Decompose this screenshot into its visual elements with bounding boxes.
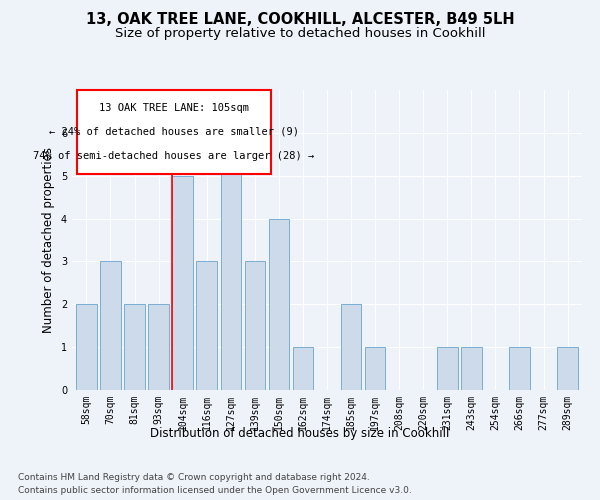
Bar xyxy=(245,262,265,390)
Bar xyxy=(437,347,458,390)
Text: 74% of semi-detached houses are larger (28) →: 74% of semi-detached houses are larger (… xyxy=(34,150,314,160)
Bar xyxy=(365,347,385,390)
Y-axis label: Number of detached properties: Number of detached properties xyxy=(43,147,55,333)
Text: 13, OAK TREE LANE, COOKHILL, ALCESTER, B49 5LH: 13, OAK TREE LANE, COOKHILL, ALCESTER, B… xyxy=(86,12,514,28)
Text: Contains HM Land Registry data © Crown copyright and database right 2024.: Contains HM Land Registry data © Crown c… xyxy=(18,472,370,482)
Bar xyxy=(293,347,313,390)
Bar xyxy=(124,304,145,390)
Bar xyxy=(221,133,241,390)
Bar xyxy=(172,176,193,390)
FancyBboxPatch shape xyxy=(77,90,271,174)
Bar xyxy=(196,262,217,390)
Bar xyxy=(148,304,169,390)
Bar xyxy=(100,262,121,390)
Text: 13 OAK TREE LANE: 105sqm: 13 OAK TREE LANE: 105sqm xyxy=(99,104,249,114)
Bar xyxy=(269,218,289,390)
Bar xyxy=(341,304,361,390)
Bar xyxy=(557,347,578,390)
Text: Size of property relative to detached houses in Cookhill: Size of property relative to detached ho… xyxy=(115,28,485,40)
Text: ← 24% of detached houses are smaller (9): ← 24% of detached houses are smaller (9) xyxy=(49,127,299,137)
Bar xyxy=(509,347,530,390)
Text: Distribution of detached houses by size in Cookhill: Distribution of detached houses by size … xyxy=(151,428,449,440)
Text: Contains public sector information licensed under the Open Government Licence v3: Contains public sector information licen… xyxy=(18,486,412,495)
Bar xyxy=(76,304,97,390)
Bar xyxy=(461,347,482,390)
